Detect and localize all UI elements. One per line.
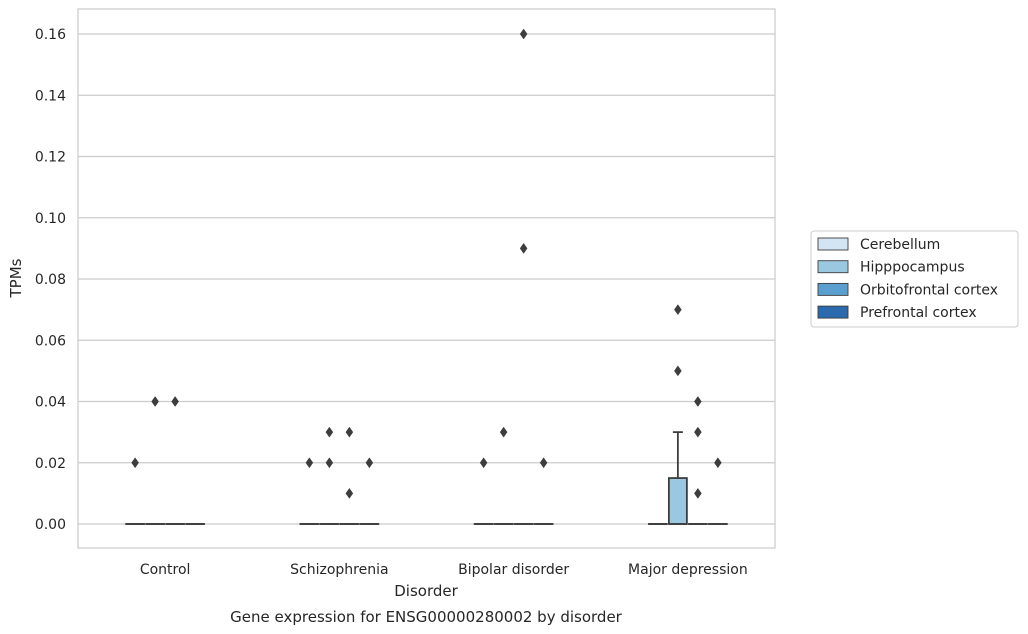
outlier-point (325, 426, 334, 438)
legend-swatch (817, 305, 849, 319)
y-tick-label: 0.08 (35, 272, 66, 288)
y-tick-label: 0.14 (35, 88, 66, 104)
outlier-points (131, 28, 722, 499)
y-tick-label: 0.06 (35, 333, 66, 349)
outlier-point (131, 457, 139, 469)
y-tick-label: 0.16 (35, 27, 66, 43)
y-tick-label: 0.10 (35, 211, 66, 227)
outlier-point (519, 28, 528, 40)
chart-caption: Gene expression for ENSG00000280002 by d… (230, 608, 623, 626)
outlier-point (151, 396, 159, 407)
outlier-point (499, 426, 508, 438)
y-tick-label: 0.02 (35, 456, 66, 472)
outlier-point (714, 457, 722, 469)
outlier-point (694, 396, 702, 407)
outlier-point (539, 457, 548, 469)
outlier-point (674, 365, 682, 377)
x-axis-title: Disorder (394, 582, 458, 600)
outlier-point (519, 242, 528, 254)
outlier-point (674, 304, 682, 316)
y-tick-labels: 0.00 0.02 0.04 0.06 0.08 0.10 0.12 0.14 0.16 (35, 27, 66, 533)
outlier-point (694, 487, 702, 499)
x-tick-label: Bipolar disorder (458, 562, 569, 578)
legend-label: Hipppocampus (860, 260, 965, 276)
x-tick-label: Control (140, 562, 191, 578)
legend-frame (810, 230, 1019, 328)
y-tick-label: 0.04 (35, 395, 66, 411)
outlier-point (305, 457, 314, 469)
x-tick-label: Major depression (628, 562, 748, 578)
box (667, 477, 688, 525)
legend: Cerebellum Hipppocampus Orbitofrontal cort… (810, 230, 1019, 328)
legend-swatch (817, 260, 849, 274)
legend-label: Orbitofrontal cortex (860, 282, 998, 298)
outlier-point (694, 426, 702, 438)
outlier-point (171, 396, 179, 407)
legend-swatch (817, 282, 849, 296)
outlier-point (365, 457, 374, 469)
y-tick-label: 0.12 (35, 150, 66, 166)
outlier-point (345, 426, 354, 438)
legend-label: Prefrontal cortex (860, 305, 977, 321)
y-tick-label: 0.00 (35, 517, 66, 533)
outlier-point (479, 457, 488, 469)
x-tick-labels: Control Schizophrenia Bipolar disorder Majo… (140, 562, 748, 578)
box-series (125, 431, 728, 525)
y-axis-title: TPMs (7, 258, 25, 298)
legend-label: Cerebellum (860, 237, 940, 253)
x-tick-label: Schizophrenia (290, 562, 388, 578)
outlier-point (325, 457, 334, 469)
outlier-point (345, 487, 354, 499)
legend-swatch (817, 237, 849, 251)
